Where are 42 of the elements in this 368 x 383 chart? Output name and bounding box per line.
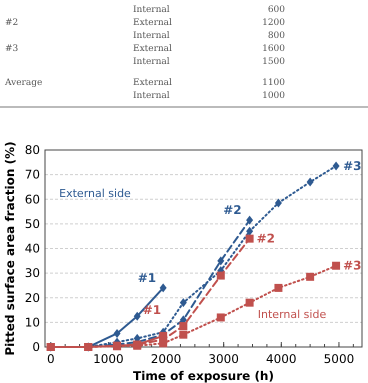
annotation: Internal side	[258, 308, 326, 321]
y-tick-label: 20	[24, 290, 40, 305]
y-tick-label: 40	[24, 242, 40, 256]
series-label: #2	[256, 232, 276, 246]
series-label: #1	[138, 270, 156, 285]
x-tick-label: 5000	[324, 352, 354, 366]
text: External	[133, 44, 172, 54]
text: Internal	[133, 91, 170, 101]
x-tick-label: 3000	[208, 352, 239, 366]
y-tick-label: 50	[24, 216, 40, 231]
y-tick-label: 80	[24, 143, 40, 157]
text: #3	[5, 44, 19, 54]
series-label: #3	[343, 159, 362, 174]
y-axis-title: Pitted surface area fraction (%)	[3, 141, 17, 356]
y-tick-label: 60	[24, 192, 40, 206]
text: Average	[4, 78, 42, 88]
text: Internal	[133, 31, 170, 41]
text: 1600	[262, 44, 286, 54]
text: 1000	[262, 91, 286, 101]
text: 1500	[262, 57, 286, 67]
text: 800	[268, 31, 286, 41]
annotation: External side	[59, 187, 132, 200]
x-tick-label: 0	[46, 352, 55, 366]
text: External	[133, 18, 172, 28]
y-tick-label: 0	[32, 340, 40, 354]
text: 600	[268, 5, 286, 15]
x-tick-label: 2000	[150, 352, 182, 366]
y-tick-label: 70	[24, 168, 40, 182]
series-label: #2	[223, 203, 242, 218]
text: Internal	[133, 57, 170, 67]
x-axis-title: Time of exposure (h)	[133, 369, 274, 383]
text: 1200	[262, 18, 286, 28]
text: External	[133, 78, 172, 88]
x-tick-label: 4000	[266, 352, 297, 366]
text: 1100	[262, 78, 286, 88]
series-label: #1	[142, 302, 162, 317]
y-tick-label: 10	[24, 315, 40, 330]
text: Internal	[133, 5, 170, 15]
series-label: #3	[343, 258, 362, 273]
text: #2	[5, 18, 18, 28]
x-tick-label: 1000	[93, 352, 124, 366]
y-tick-label: 30	[24, 266, 40, 280]
